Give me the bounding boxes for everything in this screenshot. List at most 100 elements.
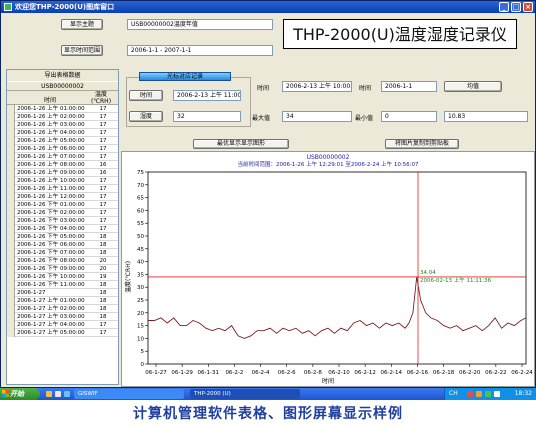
row-header[interactable] <box>7 289 15 297</box>
row-header[interactable] <box>7 233 15 241</box>
table-row[interactable]: 2006-1-26 下午 08:00:00 20 <box>7 257 118 265</box>
time-cell: 2006-1-26 上午 06:00:00 <box>17 146 85 152</box>
tray-icon-2[interactable] <box>476 391 482 397</box>
tray-icon-4[interactable] <box>494 391 500 397</box>
row-header[interactable] <box>7 193 15 201</box>
data-table[interactable]: 导出表格数据 USB00000002 时间 温度(℃RH) 2006-1-26 … <box>6 69 119 385</box>
show-range-field[interactable]: 2006-1-1 - 2007-1-1 <box>127 45 273 56</box>
table-row[interactable]: 2006-1-26 上午 09:00:00 16 <box>7 169 118 177</box>
table-row[interactable]: 2006-1-26 下午 09:00:00 20 <box>7 265 118 273</box>
chart-area[interactable]: USB00000002 当前时间范围：2006-1-26 上午 12:29:01… <box>121 151 535 387</box>
row-header[interactable] <box>7 321 15 329</box>
row-header[interactable] <box>7 209 15 217</box>
show-range-button[interactable]: 显示时间范围 <box>61 45 103 56</box>
table-row[interactable]: 2006-1-26 下午 06:00:00 18 <box>7 241 118 249</box>
row-header[interactable] <box>7 137 15 145</box>
end-time-field[interactable]: 2006-1-1 <box>381 81 437 92</box>
time-cell: 2006-1-27 上午 02:00:00 <box>17 306 85 312</box>
quicklaunch-icon-1[interactable] <box>46 391 52 397</box>
cursor-value-field[interactable]: 32 <box>173 111 241 122</box>
table-row[interactable]: 2006-1-27 上午 03:00:00 18 <box>7 313 118 321</box>
table-row[interactable]: 2006-1-26 上午 12:00:00 17 <box>7 193 118 201</box>
humidity-cell: 18 <box>99 282 107 288</box>
table-row[interactable]: 2006-1-26 下午 05:00:00 18 <box>7 233 118 241</box>
row-header[interactable] <box>7 217 15 225</box>
tray-icon-1[interactable] <box>467 391 473 397</box>
x-tick-label: 06-2-14 <box>381 370 403 376</box>
row-header[interactable] <box>7 145 15 153</box>
table-row[interactable]: 2006-1-26 下午 02:00:00 17 <box>7 209 118 217</box>
taskbar-item-thp[interactable]: THP-2000 (U) <box>190 389 300 399</box>
row-header[interactable] <box>7 329 15 337</box>
table-row[interactable]: 2006-1-26 上午 02:00:00 17 <box>7 113 118 121</box>
export-table-caption[interactable]: 导出表格数据 <box>7 70 118 81</box>
humidity-button[interactable]: 湿度 <box>129 111 163 122</box>
row-header[interactable] <box>7 249 15 257</box>
copy-clipboard-button[interactable]: 将图片复制到剪贴板 <box>385 139 459 149</box>
max-value-field[interactable]: 34 <box>282 111 352 122</box>
close-button[interactable]: × <box>523 2 533 12</box>
row-header[interactable] <box>7 105 15 113</box>
row-header[interactable] <box>7 185 15 193</box>
maximize-button[interactable]: □ <box>511 2 521 12</box>
average-button[interactable]: 均值 <box>444 81 502 92</box>
table-row[interactable]: 2006-1-26 下午 03:00:00 17 <box>7 217 118 225</box>
row-header[interactable] <box>7 265 15 273</box>
row-header[interactable] <box>7 305 15 313</box>
table-row[interactable]: 2006-1-26 下午 04:00:00 17 <box>7 225 118 233</box>
row-header[interactable] <box>7 153 15 161</box>
minimize-button[interactable]: _ <box>499 2 509 12</box>
row-header[interactable] <box>7 313 15 321</box>
time-button[interactable]: 时间 <box>129 90 163 101</box>
row-header[interactable] <box>7 121 15 129</box>
table-row[interactable]: 2006-1-26 上午 06:00:00 17 <box>7 145 118 153</box>
taskbar-item-giswif[interactable]: GISWIF <box>74 389 184 399</box>
min-value-field[interactable]: 0 <box>381 111 437 122</box>
row-header[interactable] <box>7 161 15 169</box>
show-title-button[interactable]: 显示主题 <box>61 19 103 30</box>
quicklaunch-icon-2[interactable] <box>55 391 61 397</box>
row-header[interactable] <box>7 297 15 305</box>
table-row[interactable]: 2006-1-26 上午 03:00:00 17 <box>7 121 118 129</box>
show-title-field[interactable]: USB00000002温度年值 <box>127 19 273 30</box>
table-row[interactable]: 2006-1-27 上午 04:00:00 17 <box>7 321 118 329</box>
quicklaunch-icon-3[interactable] <box>64 391 70 397</box>
humidity-cell: 17 <box>99 138 107 144</box>
table-row[interactable]: 2006-1-27 上午 02:00:00 18 <box>7 305 118 313</box>
row-header[interactable] <box>7 273 15 281</box>
row-header[interactable] <box>7 201 15 209</box>
row-header[interactable] <box>7 169 15 177</box>
table-row[interactable]: 2006-1-27 上午 01:00:00 18 <box>7 297 118 305</box>
table-row[interactable]: 2006-1-26 上午 05:00:00 17 <box>7 137 118 145</box>
x-tick-label: 06-2-16 <box>407 370 429 376</box>
row-header[interactable] <box>7 281 15 289</box>
row-header[interactable] <box>7 129 15 137</box>
time-cell: 2006-1-26 下午 11:00:00 <box>17 282 85 288</box>
start-time-field[interactable]: 2006-2-13 上午 10:00:00 <box>282 81 352 92</box>
tray-icon-3[interactable] <box>485 391 491 397</box>
row-header[interactable] <box>7 257 15 265</box>
row-header[interactable] <box>7 177 15 185</box>
table-row[interactable]: 2006-1-26 上午 08:00:00 16 <box>7 161 118 169</box>
language-indicator[interactable]: CH <box>449 390 458 397</box>
table-row[interactable]: 2006-1-26 上午 01:00:00 17 <box>7 105 118 113</box>
table-row[interactable]: 2006-1-26 下午 10:00:00 19 <box>7 273 118 281</box>
start-button[interactable]: 开始 <box>0 388 40 400</box>
table-row[interactable]: 2006-1-27 18 <box>7 289 118 297</box>
plot-frame <box>147 171 527 365</box>
row-header[interactable] <box>7 225 15 233</box>
table-row[interactable]: 2006-1-26 下午 11:00:00 18 <box>7 281 118 289</box>
cursor-time-field[interactable]: 2006-2-13 上午 11:00:00 <box>173 90 241 101</box>
title-bar[interactable]: 欢迎您THP-2000(U)图库窗口 _ □ × <box>1 1 535 13</box>
table-row[interactable]: 2006-1-26 上午 10:00:00 17 <box>7 177 118 185</box>
table-row[interactable]: 2006-1-27 上午 05:00:00 17 <box>7 329 118 337</box>
best-fit-button[interactable]: 最优显示显示图形 <box>193 139 289 149</box>
table-row[interactable]: 2006-1-26 上午 04:00:00 17 <box>7 129 118 137</box>
table-row[interactable]: 2006-1-26 上午 07:00:00 17 <box>7 153 118 161</box>
row-header[interactable] <box>7 113 15 121</box>
row-header[interactable] <box>7 241 15 249</box>
table-row[interactable]: 2006-1-26 下午 01:00:00 17 <box>7 201 118 209</box>
avg-value-field[interactable]: 10.83 <box>444 111 528 122</box>
table-row[interactable]: 2006-1-26 上午 11:00:00 17 <box>7 185 118 193</box>
table-row[interactable]: 2006-1-26 下午 07:00:00 18 <box>7 249 118 257</box>
